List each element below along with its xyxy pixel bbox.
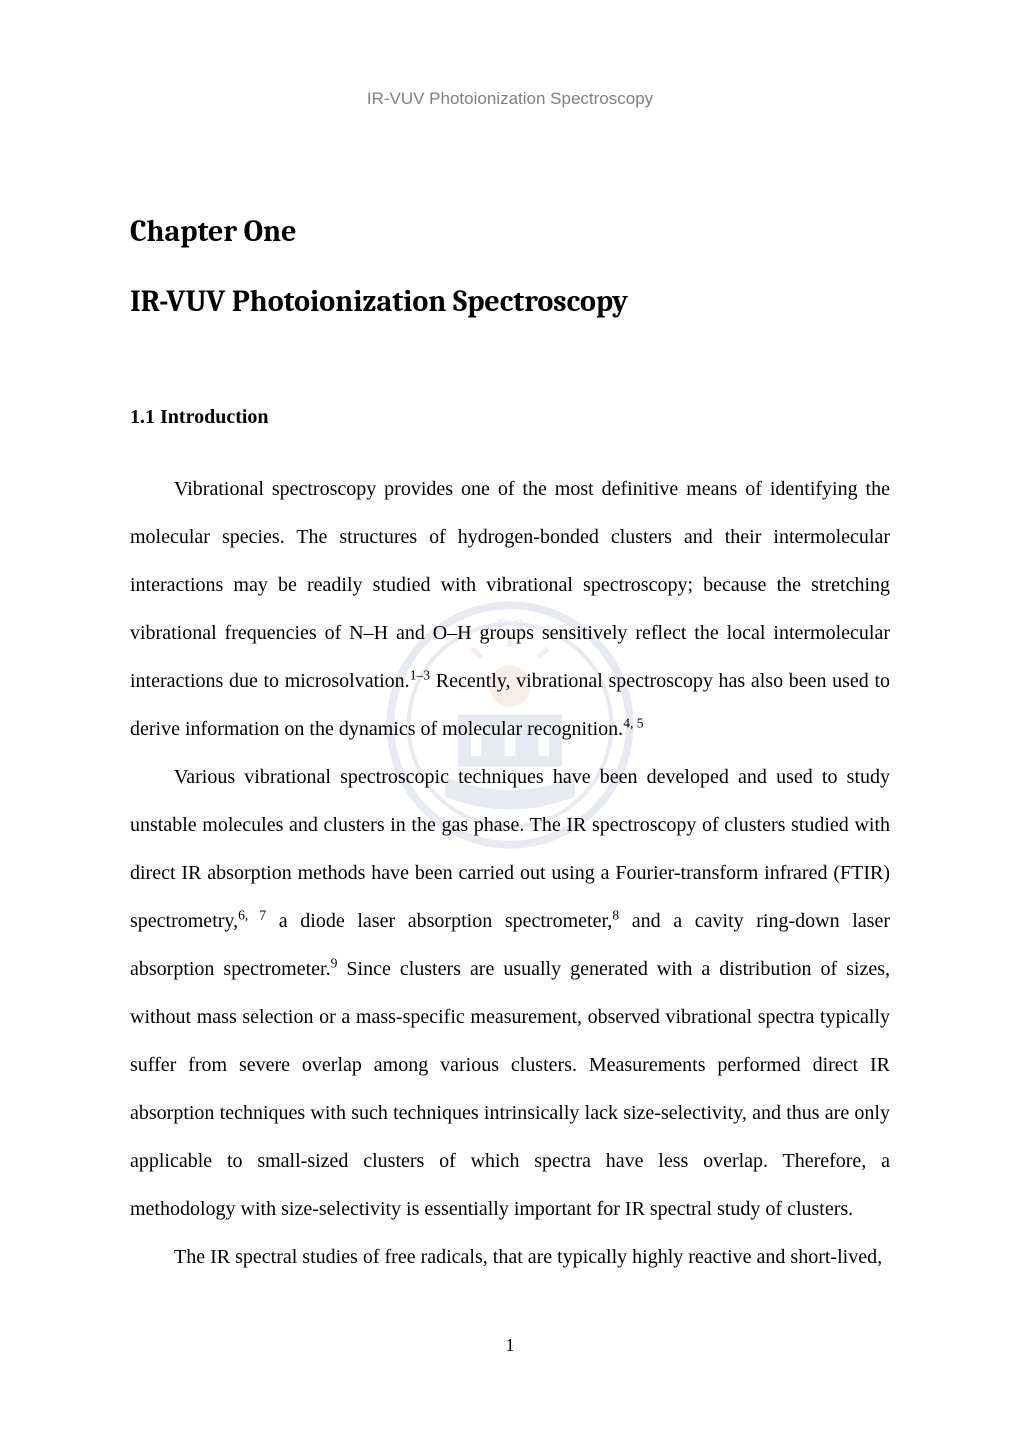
chapter-title: IR-VUV Photoionization Spectroscopy	[130, 287, 890, 317]
page-number: 1	[130, 1336, 890, 1354]
paragraph-2: Various vibrational spectroscopic techni…	[130, 753, 890, 1233]
citation-ref: 4, 5	[623, 715, 643, 730]
running-head: IR-VUV Photoionization Spectroscopy	[130, 90, 890, 107]
citation-ref: 1–3	[410, 667, 430, 682]
citation-ref: 6, 7	[238, 907, 266, 922]
p2-text-4: Since clusters are usually generated wit…	[130, 958, 890, 1220]
chapter-label: Chapter One	[130, 217, 890, 247]
p3-text-1: The IR spectral studies of free radicals…	[174, 1246, 882, 1268]
p1-text-1: Vibrational spectroscopy provides one of…	[130, 478, 890, 692]
paragraph-1: Vibrational spectroscopy provides one of…	[130, 465, 890, 753]
p2-text-2: a diode laser absorption spectrometer,	[266, 910, 612, 932]
paragraph-3: The IR spectral studies of free radicals…	[130, 1233, 890, 1281]
content-wrap: E S Vibrational spectroscopy provides on…	[130, 465, 890, 1281]
section-heading: 1.1 Introduction	[130, 407, 890, 427]
